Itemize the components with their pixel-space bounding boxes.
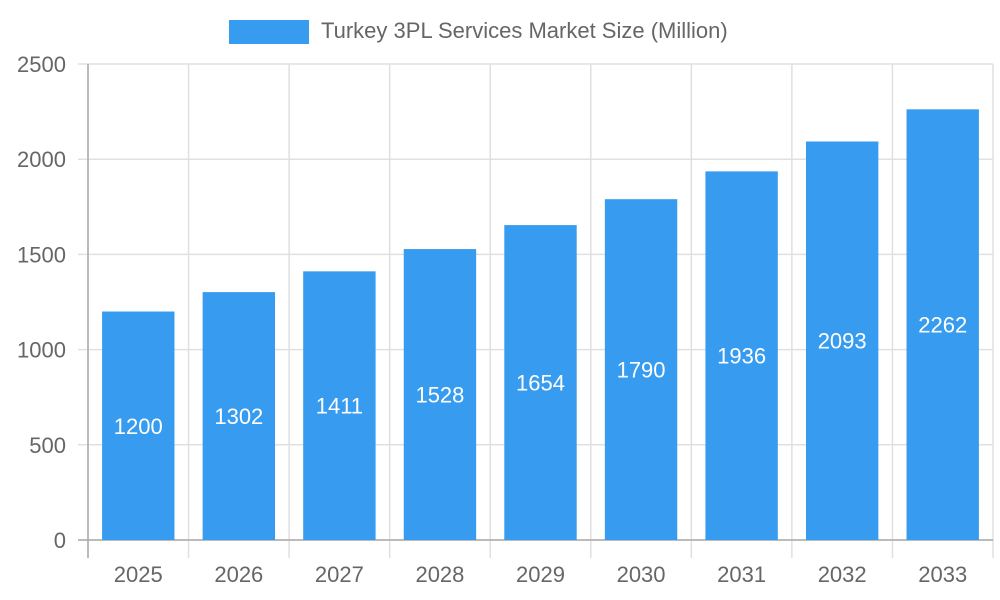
bar (604, 199, 678, 540)
y-tick-label: 0 (54, 528, 66, 553)
bar (303, 271, 376, 540)
x-tick-label: 2033 (918, 562, 967, 587)
bar-value-label: 1654 (516, 371, 565, 396)
bar-value-label: 1790 (617, 358, 666, 383)
x-tick-label: 2030 (617, 562, 666, 587)
bar-value-label: 1302 (214, 404, 263, 429)
x-tick-label: 2029 (516, 562, 565, 587)
y-tick-label: 2000 (17, 147, 66, 172)
y-tick-label: 2500 (17, 52, 66, 77)
x-tick-label: 2032 (818, 562, 867, 587)
y-tick-label: 1500 (17, 242, 66, 267)
x-tick-label: 2028 (415, 562, 464, 587)
bar (504, 225, 577, 540)
x-tick-label: 2027 (315, 562, 364, 587)
legend-swatch (229, 20, 309, 44)
bar (403, 249, 477, 541)
x-tick-label: 2025 (114, 562, 163, 587)
bar-value-label: 1200 (114, 414, 163, 439)
bar-value-label: 1936 (717, 344, 766, 369)
legend-label[interactable]: Turkey 3PL Services Market Size (Million… (321, 18, 728, 43)
bar (102, 311, 175, 540)
y-tick-label: 1000 (17, 338, 66, 363)
x-tick-label: 2031 (717, 562, 766, 587)
bar (805, 141, 879, 540)
y-tick-label: 500 (29, 433, 66, 458)
bar-value-label: 1528 (415, 383, 464, 408)
bar (906, 109, 979, 541)
bar-value-label: 1411 (316, 394, 363, 419)
x-tick-label: 2026 (214, 562, 263, 587)
bar (705, 171, 778, 540)
bar-value-label: 2093 (818, 329, 867, 354)
bar (202, 292, 276, 540)
bar-value-label: 2262 (918, 313, 967, 338)
